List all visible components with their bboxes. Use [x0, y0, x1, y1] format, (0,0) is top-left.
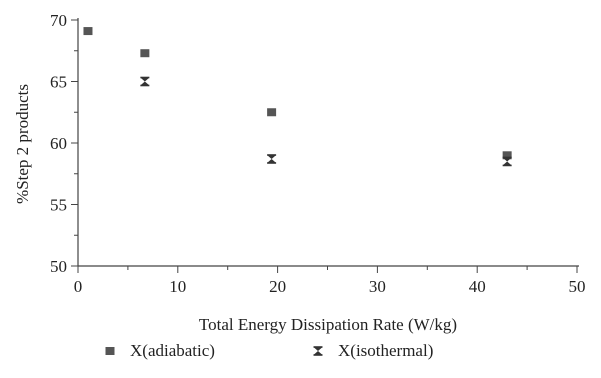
- x-tick-label: 0: [74, 277, 83, 296]
- data-point: [267, 154, 277, 164]
- y-tick-label: 55: [50, 196, 67, 215]
- legend: X(adiabatic) X(isothermal): [105, 341, 433, 360]
- data-point: [83, 27, 93, 36]
- data-point: [140, 49, 150, 58]
- x-tick-label: 20: [269, 277, 286, 296]
- x-tick-label: 10: [169, 277, 186, 296]
- legend-entry-2: X(isothermal): [313, 341, 433, 360]
- legend-label: X(adiabatic): [130, 341, 215, 360]
- data-point: [140, 76, 150, 87]
- x-tick-label: 50: [569, 277, 586, 296]
- y-tick-label: 50: [50, 257, 67, 276]
- axes: [77, 18, 579, 267]
- data-marks: [83, 27, 512, 167]
- y-tick-label: 65: [50, 73, 67, 92]
- legend-marker: [313, 346, 323, 356]
- series-1: [83, 27, 512, 160]
- hourglass-shape: [503, 157, 512, 165]
- y-axis-label: %Step 2 products: [13, 84, 32, 204]
- y-tick-label: 60: [50, 134, 67, 153]
- series-2: [140, 76, 512, 167]
- hourglass-shape: [140, 78, 149, 85]
- x-tick-label: 30: [369, 277, 386, 296]
- x-tick-label: 40: [469, 277, 486, 296]
- legend-entry-1: X(adiabatic): [105, 341, 215, 360]
- legend-marker: [105, 347, 115, 355]
- data-point: [502, 151, 512, 160]
- hourglass-shape: [314, 347, 322, 355]
- x-axis-label: Total Energy Dissipation Rate (W/kg): [199, 315, 457, 334]
- legend-label: X(isothermal): [338, 341, 433, 360]
- ticks: 0 10 20 30 40 50 50 55 60 65 70: [50, 11, 586, 296]
- data-point: [502, 156, 512, 167]
- data-point: [267, 108, 277, 117]
- y-tick-label: 70: [50, 11, 67, 30]
- hourglass-shape: [267, 155, 276, 163]
